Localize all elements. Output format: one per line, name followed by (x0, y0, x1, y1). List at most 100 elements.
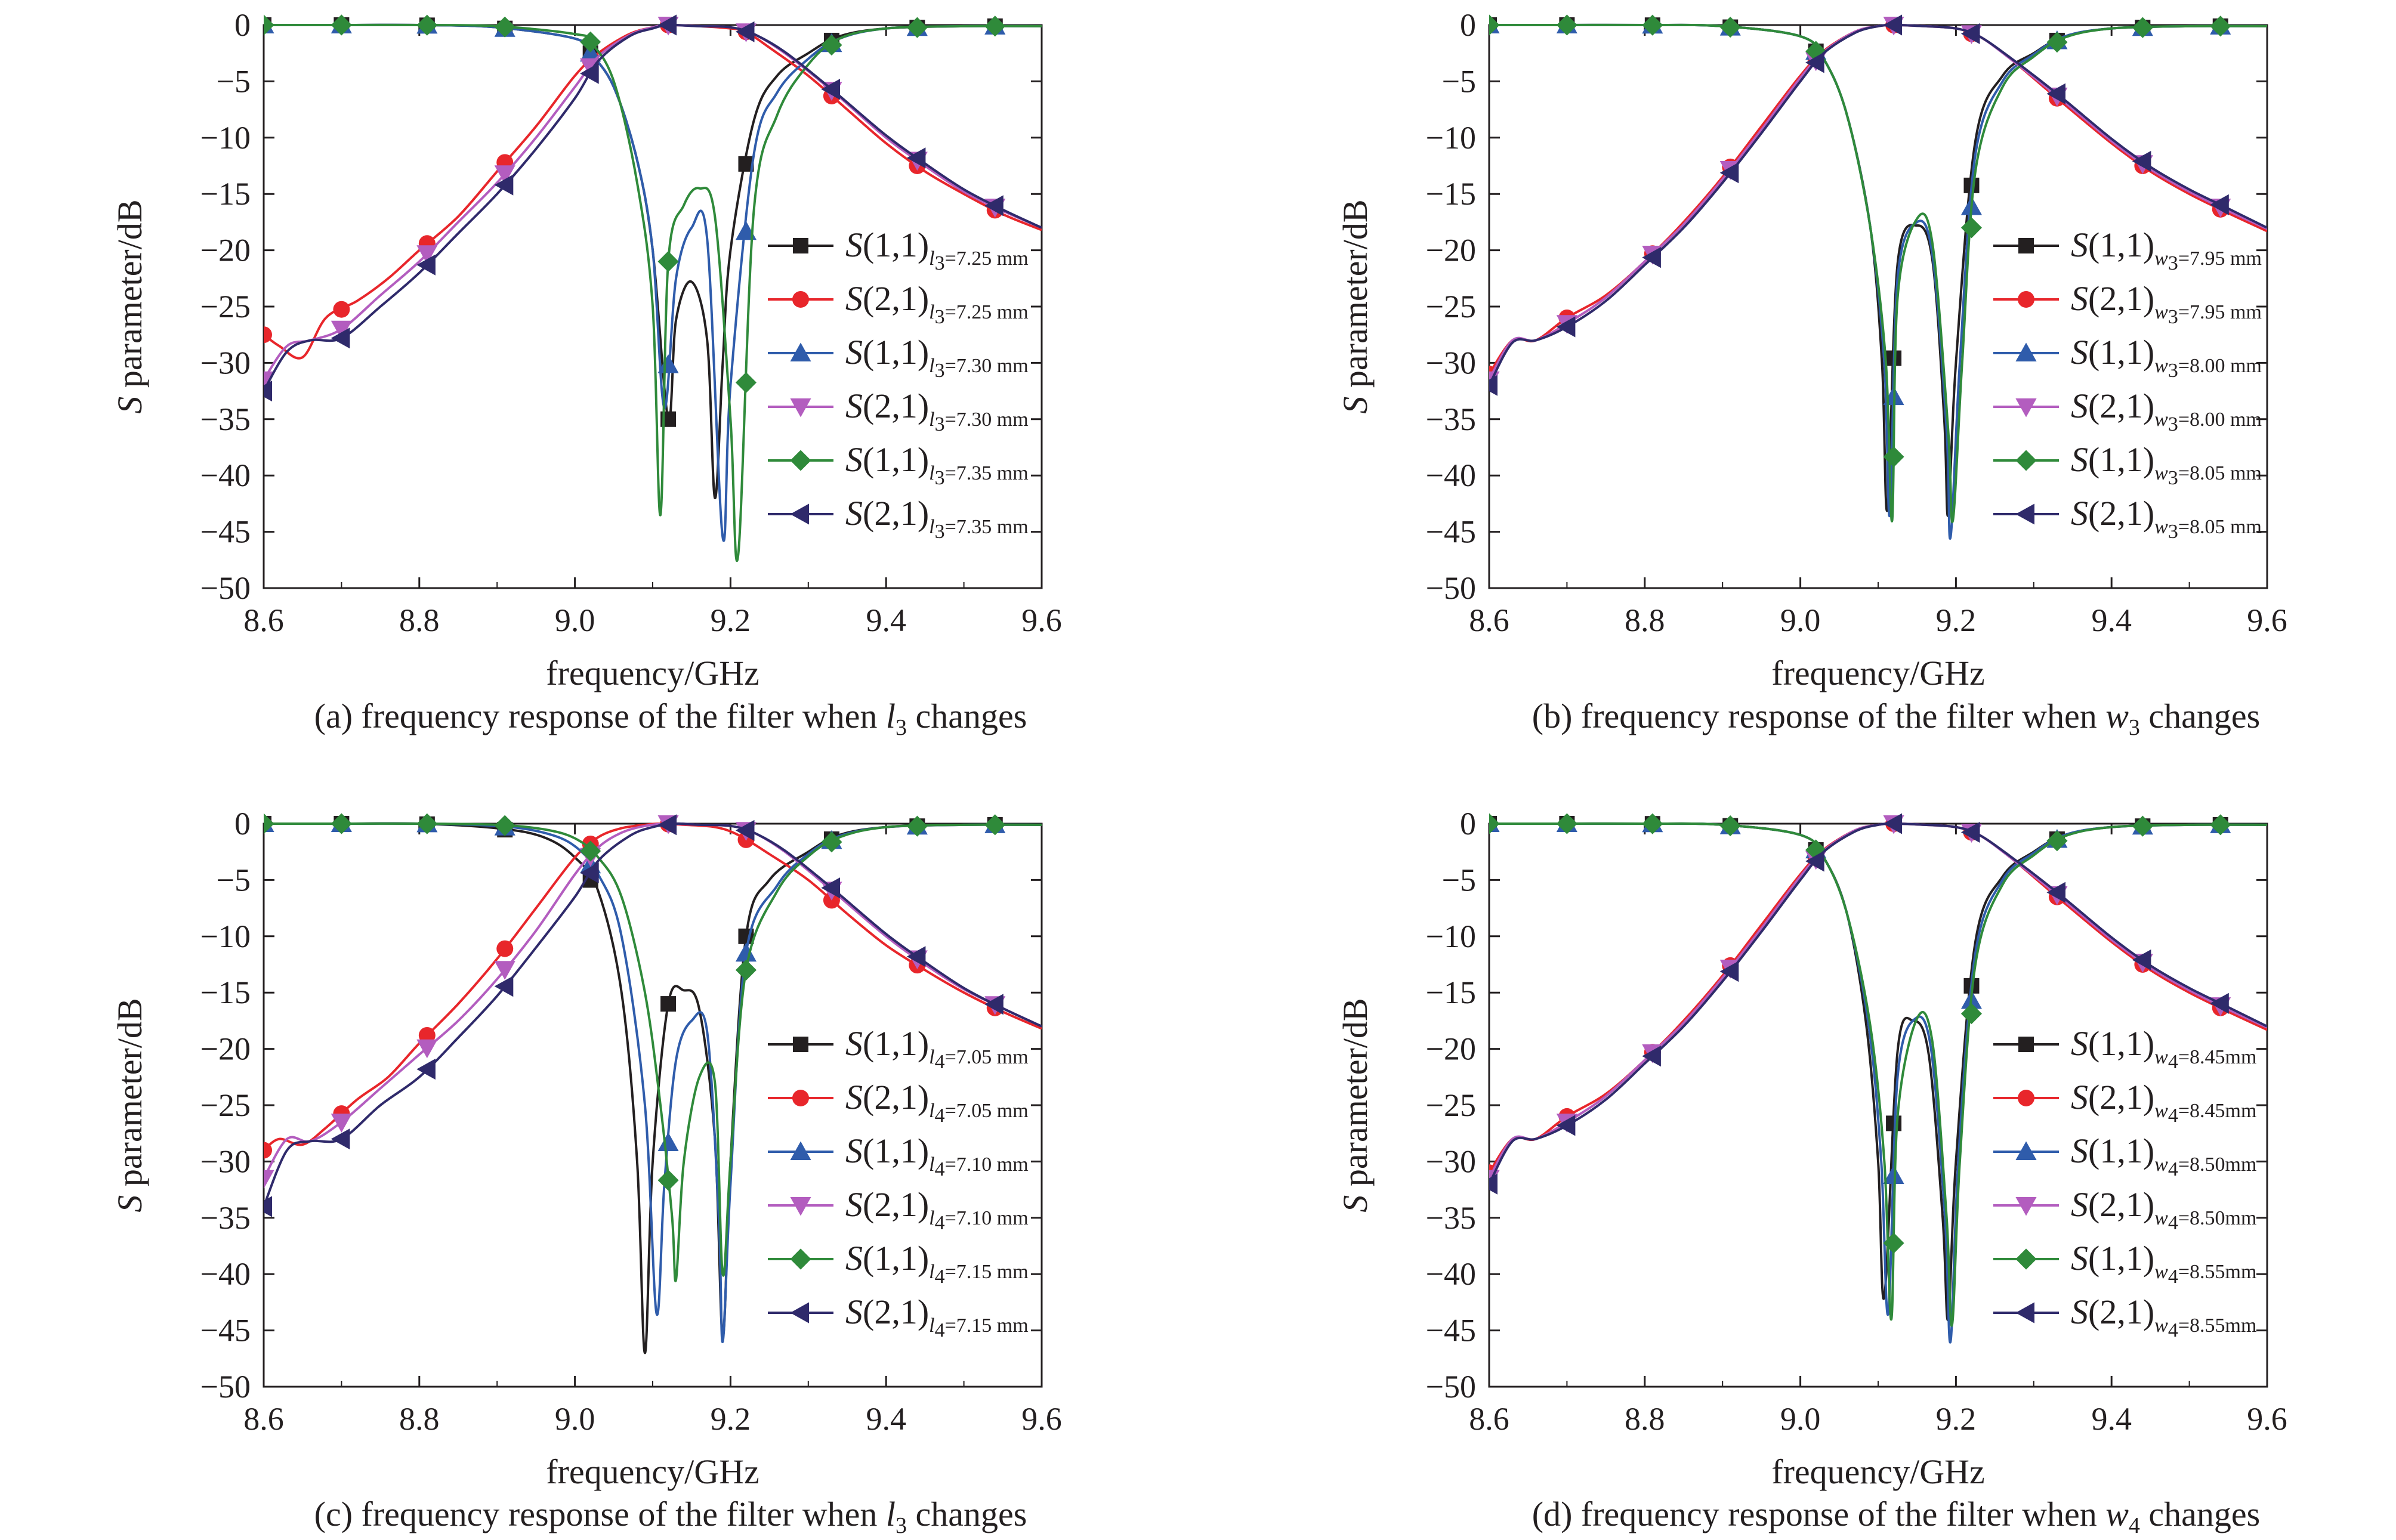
legend-marker (2015, 1141, 2037, 1160)
series-marker-3 (735, 942, 757, 962)
series-marker-2 (333, 301, 350, 318)
series-marker-6 (580, 63, 599, 84)
series-marker-5 (494, 16, 515, 38)
x-axis-title: frequency/GHz (546, 1452, 759, 1491)
series-marker-6 (984, 994, 1004, 1015)
y-tick-label: −30 (200, 345, 251, 381)
series-marker-5 (1556, 813, 1577, 834)
y-tick-label: −10 (200, 120, 251, 156)
x-tick-label: 9.4 (866, 1401, 906, 1437)
y-axis-title: S parameter/dB (110, 199, 149, 413)
series-marker-6 (494, 174, 514, 196)
series-marker-4 (264, 1170, 274, 1189)
legend-entry-2: S(2,1)l3=7.25 mm (845, 279, 1029, 328)
legend: S(1,1)l3=7.25 mm S(2,1)l3=7.25 mm S(1,1)l3… (768, 225, 1029, 543)
series-marker-5 (580, 840, 601, 862)
legend-entry-3: S(1,1)l3=7.30 mm (845, 333, 1029, 382)
series-marker-6 (331, 1128, 350, 1150)
legend-marker (793, 238, 808, 253)
series-marker-5 (906, 815, 928, 837)
series-marker-6 (1960, 821, 1980, 843)
legend-entry-5: S(1,1)w3=8.05 mm (2071, 440, 2262, 489)
chart-panel-b: 8.6 8.8 9.0 9.2 9.4 9.6 0 −5 −10 −15 −20 −25 −30 −35 −… (1336, 7, 2287, 740)
legend-entry-5: S(1,1)l3=7.35 mm (845, 440, 1029, 489)
series-marker-6 (2132, 949, 2151, 970)
series-line-5 (1489, 822, 2267, 1327)
y-tick-label: 0 (1460, 806, 1476, 842)
series-line-6 (1489, 23, 2267, 386)
y-tick-label: −30 (1426, 345, 1476, 381)
series-marker-5 (735, 959, 757, 981)
series-marker-4 (416, 245, 438, 264)
legend-entry-6: S(2,1)l4=7.15 mm (845, 1292, 1029, 1341)
series-marker-6 (906, 946, 926, 967)
series-line-6 (264, 23, 1042, 392)
y-tick-label: −5 (1442, 63, 1476, 99)
legend-marker (2015, 503, 2034, 525)
y-tick-label: −10 (1426, 120, 1476, 156)
x-tick-label: 8.8 (399, 1401, 440, 1437)
x-tick-label: 8.8 (1625, 1401, 1665, 1437)
series-marker-5 (1960, 1003, 1982, 1025)
series-marker-6 (735, 820, 755, 841)
y-tick-label: −50 (1426, 1369, 1476, 1405)
series-marker-6 (735, 21, 755, 42)
series-marker-4 (331, 320, 352, 340)
series-marker-5 (2210, 16, 2231, 37)
series-marker-2 (264, 1142, 272, 1159)
x-tick-label: 9.4 (866, 602, 906, 638)
legend-marker (2015, 1197, 2037, 1216)
series-line-2 (1489, 24, 2267, 375)
series-marker-5 (1719, 17, 1741, 38)
legend: S(1,1)w4=8.45mmS(2,1)w4=8.45mmS(1,1)w4=8… (1993, 1024, 2256, 1341)
series-line-4 (264, 822, 1042, 1179)
x-axis-title: frequency/GHz (1771, 1452, 1985, 1491)
series-marker-5 (984, 814, 1006, 836)
panel-caption: (a) frequency response of the filter whe… (314, 697, 1027, 740)
legend-marker (790, 1248, 811, 1270)
series-marker-6 (1883, 813, 1903, 834)
y-tick-label: −10 (200, 919, 251, 954)
series-marker-3 (657, 354, 679, 373)
series-marker-5 (1719, 815, 1741, 837)
legend-entry-3: S(1,1)w4=8.50mm (2071, 1131, 2256, 1180)
series-marker-6 (821, 877, 840, 899)
legend-entry-3: S(1,1)l4=7.10 mm (845, 1131, 1029, 1180)
panel-caption: (d) frequency response of the filter whe… (1532, 1495, 2260, 1538)
series-marker-5 (2046, 830, 2068, 852)
legend: S(1,1)w3=7.95 mm S(2,1)w3=7.95 mm S(1,1)w3… (1993, 225, 2262, 543)
series-marker-5 (416, 14, 438, 36)
series-marker-6 (494, 976, 514, 997)
legend-marker (792, 291, 809, 308)
y-tick-label: −25 (200, 1087, 251, 1123)
legend-entry-4: S(2,1)w3=8.00 mm (2071, 386, 2262, 435)
x-tick-label: 9.2 (1936, 602, 1977, 638)
y-tick-label: −30 (200, 1143, 251, 1179)
legend: S(1,1)l4=7.05 mmS(2,1)l4=7.05 mmS(1,1)l4… (768, 1024, 1029, 1341)
series-marker-6 (1556, 316, 1576, 338)
legend-entry-3: S(1,1)w3=8.00 mm (2071, 333, 2262, 382)
series-marker-6 (416, 254, 436, 276)
legend-entry-4: S(2,1)l3=7.30 mm (845, 386, 1029, 435)
legend-marker (2018, 291, 2034, 308)
series-marker-6 (821, 79, 840, 100)
legend-marker (2015, 450, 2037, 471)
x-tick-label: 8.8 (399, 602, 440, 638)
legend-entry-5: S(1,1)w4=8.55mm (2071, 1239, 2256, 1288)
legend-marker (2018, 238, 2034, 253)
legend-marker (2015, 1302, 2034, 1323)
x-tick-label: 8.6 (1469, 1401, 1509, 1437)
legend-entry-6: S(2,1)l3=7.35 mm (845, 494, 1029, 543)
y-tick-label: −25 (1426, 1087, 1476, 1123)
series-marker-6 (1805, 52, 1824, 73)
y-tick-label: −50 (200, 1369, 251, 1405)
legend-entry-1: S(1,1)w4=8.45mm (2071, 1024, 2256, 1073)
y-tick-label: 0 (234, 7, 251, 43)
series-marker-6 (1642, 1046, 1661, 1067)
series-marker-6 (2210, 194, 2229, 215)
y-tick-label: −35 (1426, 401, 1476, 437)
y-tick-label: −40 (1426, 457, 1476, 493)
y-tick-label: −20 (200, 1031, 251, 1067)
legend-marker (790, 342, 811, 361)
y-tick-label: −45 (200, 1313, 251, 1349)
